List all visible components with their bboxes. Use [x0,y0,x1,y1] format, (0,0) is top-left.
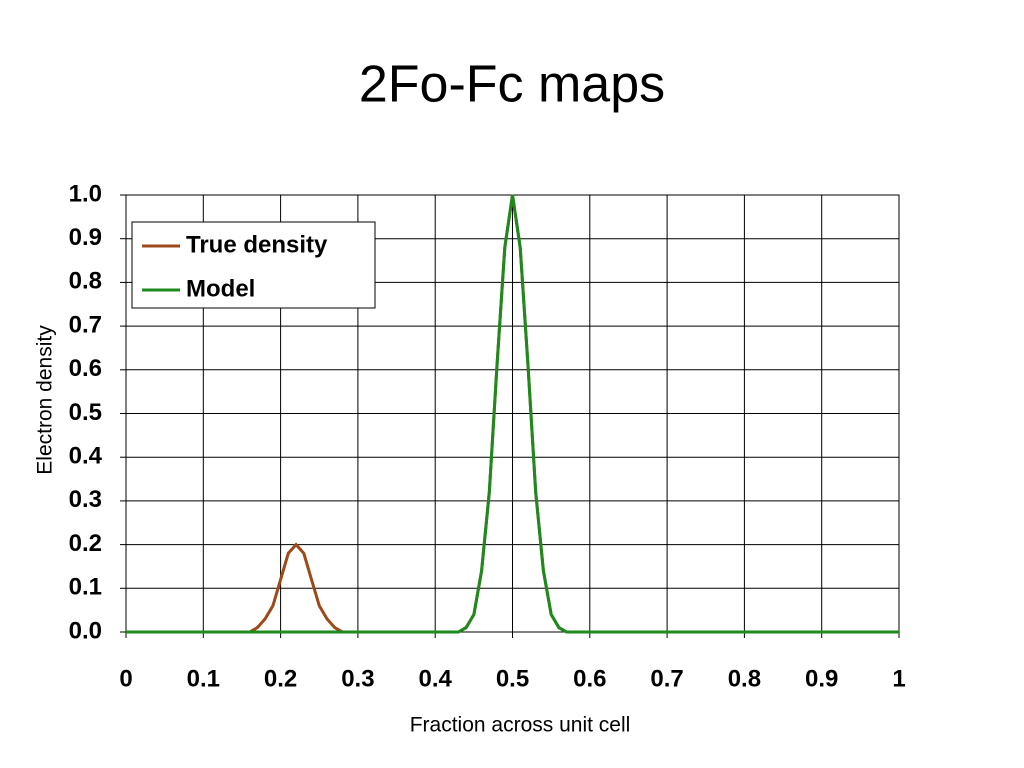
legend-label: True density [186,231,328,258]
x-tick-label: 0 [119,665,132,692]
y-tick-label: 0.2 [69,530,102,557]
x-tick-label: 0.3 [341,665,374,692]
x-tick-label: 0.8 [728,665,761,692]
y-tick-label: 1.0 [69,180,102,207]
y-tick-label: 0.9 [69,224,102,251]
series-line [126,194,899,634]
y-tick-label: 0.0 [69,617,102,644]
y-tick-label: 0.5 [69,399,102,426]
legend-label: Model [186,275,255,302]
x-tick-label: 0.1 [187,665,220,692]
y-axis-label: Electron density [34,325,57,475]
y-tick-label: 0.8 [69,268,102,295]
y-tick-label: 0.7 [69,311,102,338]
x-tick-label: 1 [892,665,905,692]
y-tick-label: 0.1 [69,574,102,601]
x-tick-label: 0.4 [419,665,453,692]
x-tick-label: 0.2 [264,665,297,692]
x-tick-label: 0.9 [805,665,838,692]
chart-title: 2Fo-Fc maps [359,56,665,114]
y-tick-label: 0.6 [69,355,102,382]
x-tick-label: 0.7 [650,665,683,692]
x-tick-label: 0.6 [573,665,606,692]
y-tick-label: 0.4 [69,443,103,470]
legend-box [131,221,376,309]
x-axis-label: Fraction across unit cell [410,714,631,737]
x-tick-label: 0.5 [496,665,529,692]
y-tick-label: 0.3 [69,486,102,513]
